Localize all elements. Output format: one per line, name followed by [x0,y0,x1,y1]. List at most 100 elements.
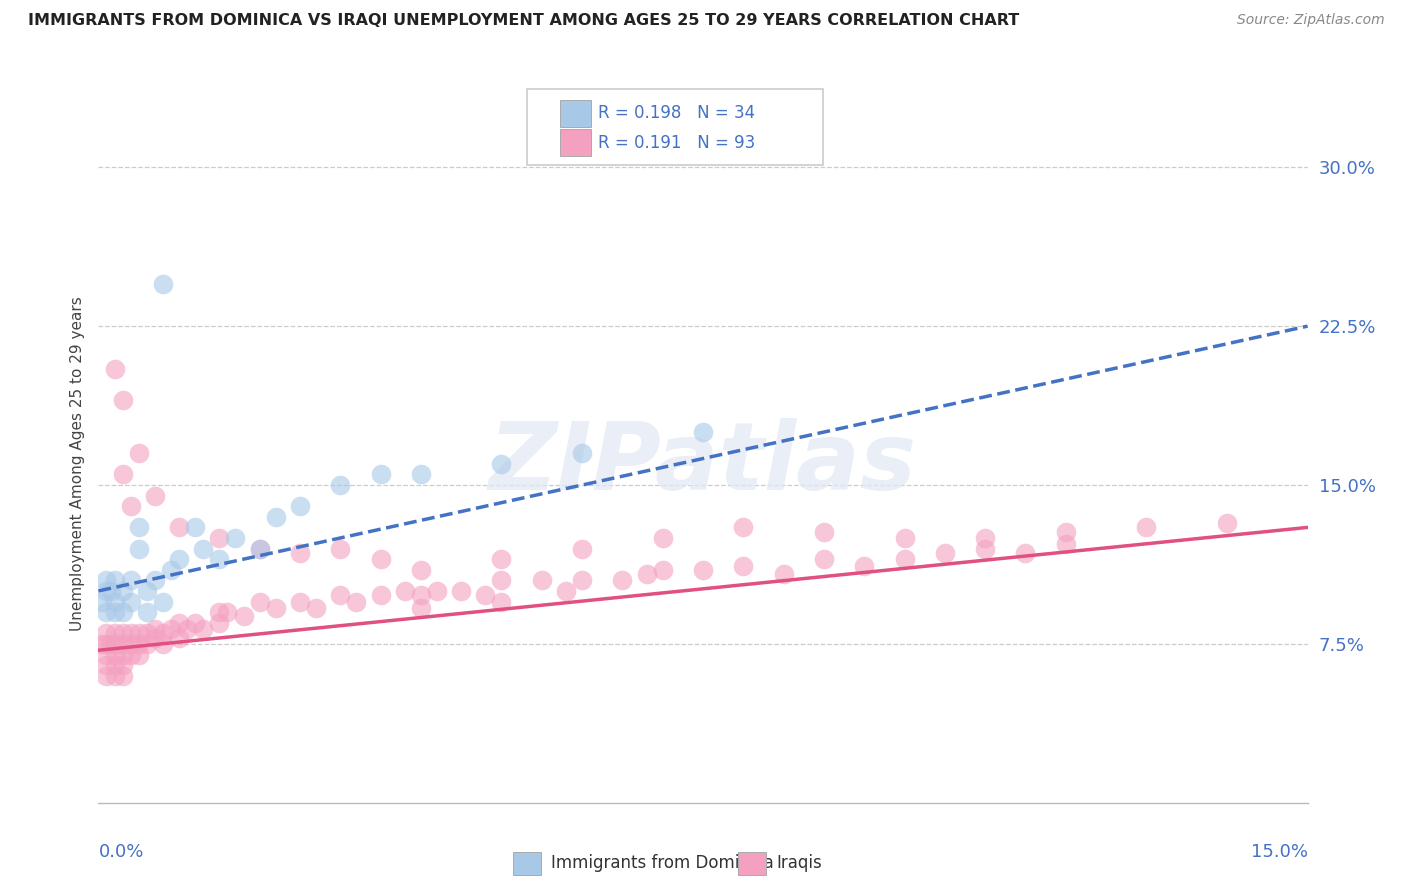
Point [394,583,416,598]
Point [249,594,271,608]
Point [120,626,142,640]
Point [491,457,513,471]
Point [91,637,114,651]
Point [974,541,997,556]
Point [555,583,578,598]
Point [893,531,915,545]
Point [111,605,134,619]
Point [91,594,114,608]
Point [167,615,190,630]
Point [692,563,714,577]
Point [184,615,207,630]
Point [249,541,271,556]
Point [733,558,755,573]
Point [893,552,915,566]
Text: 15.0%: 15.0% [1250,844,1308,862]
Point [160,622,183,636]
Point [491,594,513,608]
Y-axis label: Unemployment Among Ages 25 to 29 years: Unemployment Among Ages 25 to 29 years [69,296,84,632]
Point [96,637,118,651]
Point [208,531,231,545]
Point [167,552,190,566]
Point [813,552,835,566]
Point [135,583,157,598]
Point [264,509,287,524]
Point [208,605,231,619]
Text: Immigrants from Dominica: Immigrants from Dominica [551,855,773,872]
Point [409,467,432,482]
Point [96,605,118,619]
Point [853,558,876,573]
Point [143,622,166,636]
Point [111,467,134,482]
Point [120,648,142,662]
Point [530,574,553,588]
Point [264,601,287,615]
Point [96,648,118,662]
Point [128,520,150,534]
Point [143,489,166,503]
Point [103,637,125,651]
Text: Iraqis: Iraqis [776,855,823,872]
Point [111,648,134,662]
Point [143,574,166,588]
Point [96,669,118,683]
Point [217,605,239,619]
Point [288,546,311,560]
Point [193,622,215,636]
Text: Source: ZipAtlas.com: Source: ZipAtlas.com [1237,13,1385,28]
Point [491,552,513,566]
Point [128,648,150,662]
Point [344,594,367,608]
Point [249,541,271,556]
Point [934,546,956,560]
Point [329,478,352,492]
Point [974,531,997,545]
Point [1135,520,1157,534]
Point [636,567,658,582]
Point [152,637,174,651]
Point [135,605,157,619]
Point [120,500,142,514]
Point [96,626,118,640]
Point [208,552,231,566]
Point [329,588,352,602]
Text: IMMIGRANTS FROM DOMINICA VS IRAQI UNEMPLOYMENT AMONG AGES 25 TO 29 YEARS CORRELA: IMMIGRANTS FROM DOMINICA VS IRAQI UNEMPL… [28,13,1019,29]
Point [128,626,150,640]
Point [813,524,835,539]
Point [120,637,142,651]
Point [612,574,634,588]
Point [167,631,190,645]
Point [143,631,166,645]
Point [103,594,125,608]
Point [208,615,231,630]
Point [288,594,311,608]
Point [103,669,125,683]
Point [103,626,125,640]
Point [120,574,142,588]
Point [1216,516,1239,530]
Point [305,601,328,615]
Point [103,605,125,619]
Point [103,361,125,376]
Point [152,277,174,291]
Point [100,583,122,598]
Text: R = 0.198   N = 34: R = 0.198 N = 34 [598,104,755,122]
Point [128,637,150,651]
Point [1014,546,1036,560]
Point [1054,524,1077,539]
Point [96,574,118,588]
Point [692,425,714,439]
Point [103,648,125,662]
Point [135,637,157,651]
Point [152,626,174,640]
Point [288,500,311,514]
Point [111,658,134,673]
Point [232,609,254,624]
Point [100,637,122,651]
Point [111,669,134,683]
Point [111,583,134,598]
Point [184,520,207,534]
Point [426,583,449,598]
Point [450,583,472,598]
